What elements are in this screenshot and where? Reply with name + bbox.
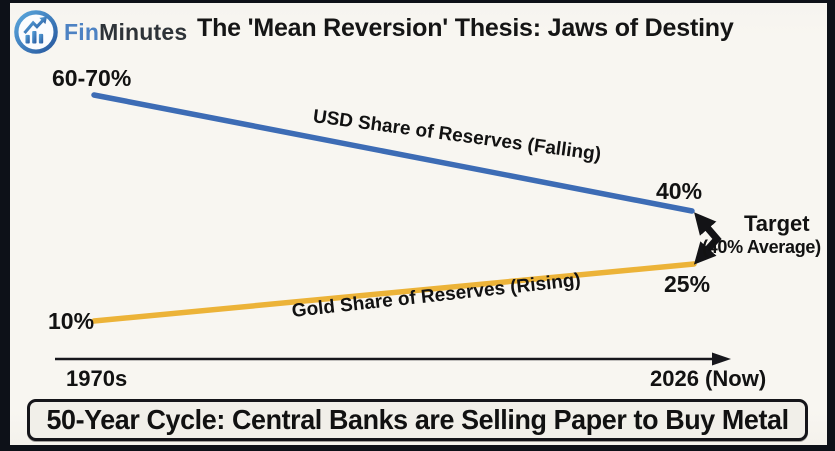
- caption-banner: 50-Year Cycle: Central Banks are Selling…: [27, 399, 808, 441]
- x-axis-end-label: 2026 (Now): [650, 366, 767, 391]
- target-annotation-label: Target: [744, 211, 810, 236]
- target-annotation-sublabel: (40% Average): [702, 237, 821, 257]
- finminutes-logo-icon: [14, 10, 58, 54]
- brand-wordmark: FinMinutes: [64, 19, 187, 46]
- x-axis-start-label: 1970s: [66, 366, 128, 391]
- gold-end-value-label: 25%: [664, 271, 711, 297]
- chart-canvas: [10, 3, 827, 445]
- usd-end-value-label: 40%: [656, 178, 703, 204]
- brand-minutes: Minutes: [99, 19, 188, 45]
- gold-start-value-label: 10%: [48, 308, 95, 334]
- brand-fin: Fin: [64, 19, 100, 45]
- page-title: The 'Mean Reversion' Thesis: Jaws of Des…: [197, 14, 734, 42]
- usd-start-value-label: 60-70%: [52, 65, 132, 91]
- caption-banner-text: 50-Year Cycle: Central Banks are Selling…: [46, 404, 789, 435]
